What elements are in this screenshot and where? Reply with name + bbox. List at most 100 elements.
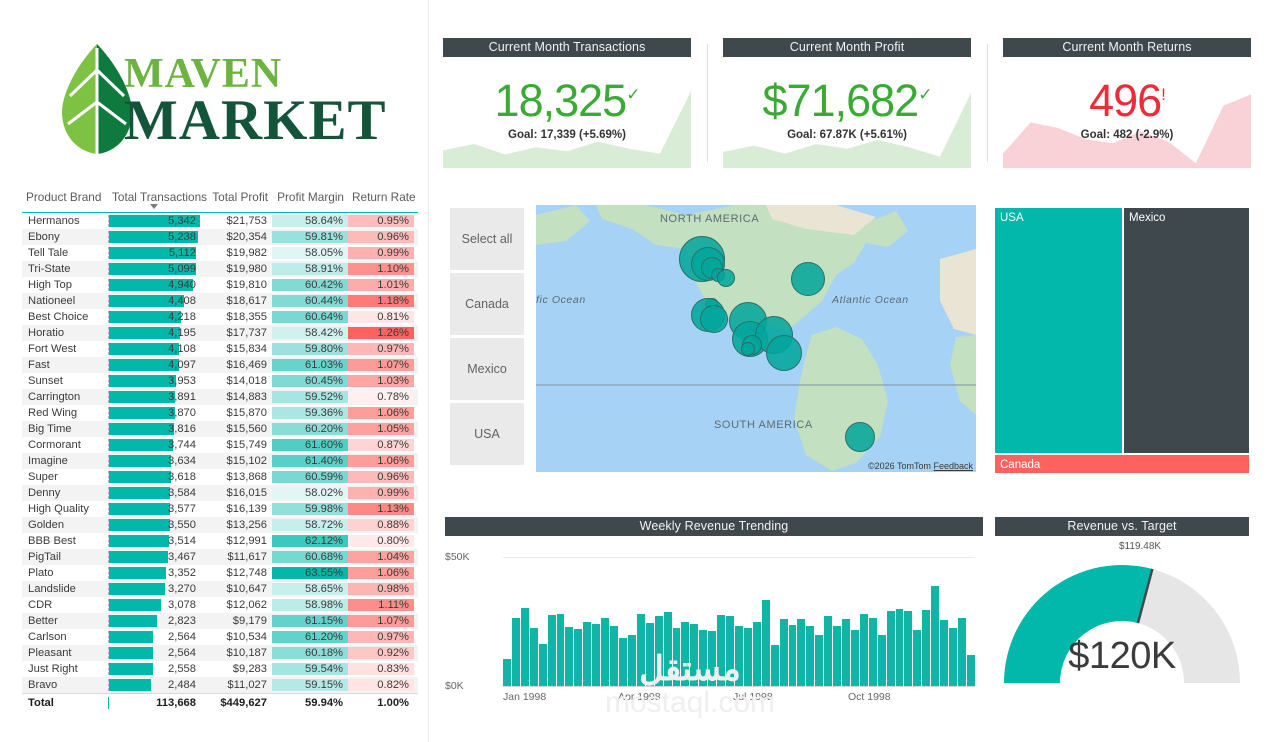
- table-row[interactable]: CDR 3,078 $12,062 58.98% 1.11%: [22, 597, 418, 613]
- slicer-item-canada[interactable]: Canada: [450, 273, 524, 335]
- matrix-col-header-4[interactable]: Return Rate: [352, 190, 416, 204]
- bar[interactable]: [958, 617, 966, 686]
- table-row[interactable]: Landslide 3,270 $10,647 58.65% 0.98%: [22, 581, 418, 597]
- bar[interactable]: [538, 644, 547, 686]
- bar[interactable]: [717, 614, 726, 686]
- table-row[interactable]: Just Right 2,558 $9,283 59.54% 0.83%: [22, 661, 418, 677]
- map-bubble[interactable]: [741, 342, 755, 356]
- kpi-card-2[interactable]: Current Month Profit $71,682✓ Goal: 67.87K…: [723, 38, 971, 168]
- slicer-item-select-all[interactable]: Select all: [450, 208, 524, 270]
- treemap-node-canada[interactable]: Canada: [995, 455, 1249, 473]
- bar[interactable]: [610, 626, 618, 686]
- bar[interactable]: [931, 585, 940, 686]
- bar[interactable]: [877, 634, 886, 686]
- matrix-body[interactable]: Hermanos 5,342 $21,753 58.64% 0.95% Ebony 5,23…: [22, 213, 418, 712]
- bar[interactable]: [922, 610, 931, 686]
- table-row[interactable]: Fort West 4,108 $15,834 59.80% 0.97%: [22, 341, 418, 357]
- bar[interactable]: [636, 613, 645, 686]
- bar[interactable]: [556, 613, 565, 686]
- bar[interactable]: [850, 630, 859, 686]
- bar[interactable]: [734, 625, 743, 686]
- bar[interactable]: [779, 619, 788, 686]
- slicer-item-mexico[interactable]: Mexico: [450, 338, 524, 400]
- bar[interactable]: [672, 627, 681, 686]
- bar[interactable]: [904, 611, 913, 686]
- map-bubble[interactable]: [700, 305, 728, 333]
- table-row[interactable]: Better 2,823 $9,179 61.15% 1.07%: [22, 613, 418, 629]
- bar[interactable]: [645, 622, 654, 686]
- table-row[interactable]: BBB Best 3,514 $12,991 62.12% 0.80%: [22, 533, 418, 549]
- bar[interactable]: [690, 623, 699, 686]
- bar[interactable]: [565, 626, 574, 686]
- bar[interactable]: [708, 631, 717, 686]
- map-bubble[interactable]: [791, 262, 825, 296]
- table-row[interactable]: High Quality 3,577 $16,139 59.98% 1.13%: [22, 501, 418, 517]
- table-row[interactable]: Denny 3,584 $16,015 58.02% 0.99%: [22, 485, 418, 501]
- bar[interactable]: [520, 608, 529, 686]
- table-row[interactable]: Super 3,618 $13,868 60.59% 0.96%: [22, 469, 418, 485]
- table-row[interactable]: Horatio 4,195 $17,737 58.42% 1.26%: [22, 325, 418, 341]
- bar[interactable]: [949, 627, 958, 686]
- bar[interactable]: [842, 619, 850, 686]
- table-row[interactable]: Pleasant 2,564 $10,187 60.18% 0.92%: [22, 645, 418, 661]
- table-row[interactable]: Best Choice 4,218 $18,355 60.64% 0.81%: [22, 309, 418, 325]
- revenue-map[interactable]: NORTH AMERICA SOUTH AMERICA fic Ocean Atlan…: [536, 205, 976, 472]
- table-row[interactable]: Tell Tale 5,112 $19,982 58.05% 0.99%: [22, 245, 418, 261]
- bar[interactable]: [511, 617, 520, 686]
- bar[interactable]: [592, 624, 601, 686]
- bar[interactable]: [859, 614, 868, 686]
- bar[interactable]: [797, 618, 806, 686]
- table-row[interactable]: Cormorant 3,744 $15,749 61.60% 0.87%: [22, 437, 418, 453]
- treemap-node-usa[interactable]: USA: [995, 208, 1122, 453]
- bar[interactable]: [788, 625, 797, 686]
- table-row[interactable]: Nationeel 4,408 $18,617 60.44% 1.18%: [22, 293, 418, 309]
- bar[interactable]: [503, 659, 511, 686]
- bar[interactable]: [529, 627, 538, 686]
- kpi-card-3[interactable]: Current Month Returns 496! Goal: 482 (-2.9…: [1003, 38, 1251, 168]
- table-row[interactable]: Fast 4,097 $16,469 61.03% 1.07%: [22, 357, 418, 373]
- table-row[interactable]: Sunset 3,953 $14,018 60.45% 1.03%: [22, 373, 418, 389]
- table-row[interactable]: Plato 3,352 $12,748 63.55% 1.06%: [22, 565, 418, 581]
- map-bubble[interactable]: [717, 269, 735, 287]
- bar[interactable]: [726, 615, 734, 686]
- bar[interactable]: [770, 645, 779, 686]
- weekly-revenue-plot[interactable]: [503, 557, 975, 687]
- bar[interactable]: [574, 628, 583, 686]
- table-row[interactable]: Tri-State 5,099 $19,980 58.91% 1.10%: [22, 261, 418, 277]
- bar[interactable]: [681, 622, 690, 686]
- bar[interactable]: [547, 615, 556, 686]
- slicer-item-usa[interactable]: USA: [450, 403, 524, 465]
- bar[interactable]: [806, 625, 815, 686]
- bar[interactable]: [699, 629, 708, 686]
- bar[interactable]: [824, 616, 833, 686]
- table-row[interactable]: Carlson 2,564 $10,534 61.20% 0.97%: [22, 629, 418, 645]
- table-row[interactable]: Golden 3,550 $13,256 58.72% 0.88%: [22, 517, 418, 533]
- country-treemap[interactable]: USA Mexico Canada: [995, 208, 1249, 473]
- bar[interactable]: [752, 621, 761, 686]
- kpi-card-1[interactable]: Current Month Transactions 18,325✓ Goal: 1…: [443, 38, 691, 168]
- matrix-col-header-1[interactable]: Total Transactions: [108, 190, 207, 209]
- bar[interactable]: [886, 610, 895, 686]
- table-row[interactable]: Hermanos 5,342 $21,753 58.64% 0.95%: [22, 213, 418, 229]
- table-row[interactable]: Big Time 3,816 $15,560 60.20% 1.05%: [22, 421, 418, 437]
- matrix-col-header-2[interactable]: Total Profit: [212, 190, 268, 204]
- bar[interactable]: [618, 637, 627, 686]
- table-row[interactable]: Bravo 2,484 $11,027 59.15% 0.82%: [22, 677, 418, 693]
- matrix-col-header-0[interactable]: Product Brand: [26, 190, 102, 204]
- bar[interactable]: [868, 618, 877, 686]
- bar-series[interactable]: [503, 557, 975, 686]
- product-brand-matrix[interactable]: Product Brand Total Transactions Total Pro…: [22, 190, 418, 712]
- bar[interactable]: [761, 599, 770, 686]
- table-row[interactable]: Red Wing 3,870 $15,870 59.36% 1.06%: [22, 405, 418, 421]
- bar[interactable]: [627, 634, 636, 686]
- bar[interactable]: [743, 628, 752, 686]
- table-row[interactable]: Ebony 5,238 $20,354 59.81% 0.96%: [22, 229, 418, 245]
- map-bubble[interactable]: [766, 335, 802, 371]
- map-bubble[interactable]: [845, 422, 875, 452]
- table-row[interactable]: High Top 4,940 $19,810 60.42% 1.01%: [22, 277, 418, 293]
- bar[interactable]: [663, 611, 672, 686]
- treemap-node-mexico[interactable]: Mexico: [1124, 208, 1249, 453]
- bar[interactable]: [895, 609, 904, 686]
- bar[interactable]: [815, 635, 824, 686]
- bar[interactable]: [940, 620, 949, 686]
